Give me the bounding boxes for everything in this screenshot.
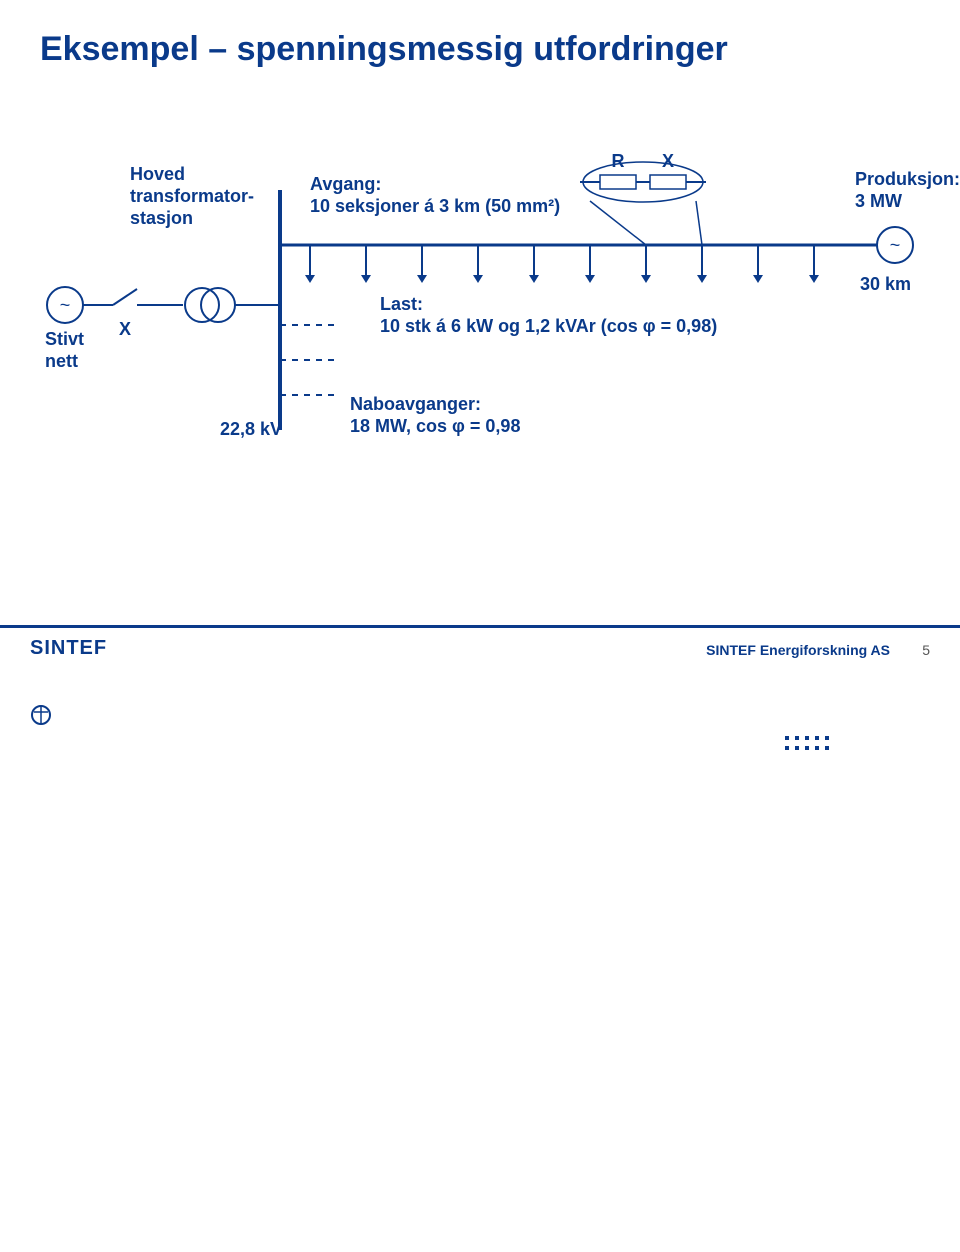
- svg-text:X: X: [119, 319, 131, 339]
- footer-bar: SINTEF SINTEF Energiforskning AS 5: [0, 625, 960, 668]
- svg-text:Naboavganger:: Naboavganger:: [350, 394, 481, 414]
- svg-text:22,8 kV: 22,8 kV: [220, 419, 282, 439]
- footer-page-number: 5: [922, 642, 930, 658]
- svg-text:10 stk á 6 kW og 1,2 kVAr (cos: 10 stk á 6 kW og 1,2 kVAr (cos φ = 0,98): [380, 316, 717, 336]
- footer-brand: SINTEF Energiforskning AS: [706, 642, 890, 658]
- slide-title: Eksempel – spenningsmessig utfordringer: [40, 30, 728, 69]
- svg-text:30 km: 30 km: [860, 274, 911, 294]
- svg-text:nett: nett: [45, 351, 78, 371]
- svg-text:3 MW: 3 MW: [855, 191, 902, 211]
- svg-text:stasjon: stasjon: [130, 208, 193, 228]
- svg-text:Avgang:: Avgang:: [310, 174, 381, 194]
- svg-text:18 MW, cos φ = 0,98: 18 MW, cos φ = 0,98: [350, 416, 520, 436]
- svg-text:X: X: [662, 151, 674, 171]
- footer-logo: SINTEF: [30, 634, 107, 662]
- diagram: ~ ~ R X Hovedtransformator-stasjon Stivtnett X…: [0, 70, 960, 590]
- svg-text:Produksjon:: Produksjon:: [855, 169, 960, 189]
- svg-text:10 seksjoner á 3 km (50 mm²): 10 seksjoner á 3 km (50 mm²): [310, 196, 560, 216]
- svg-text:~: ~: [890, 235, 901, 255]
- svg-text:Stivt: Stivt: [45, 329, 84, 349]
- svg-text:~: ~: [60, 295, 71, 315]
- svg-text:R: R: [612, 151, 625, 171]
- svg-text:Hoved: Hoved: [130, 164, 185, 184]
- footer-logo-text: SINTEF: [30, 637, 107, 660]
- svg-text:transformator-: transformator-: [130, 186, 254, 206]
- svg-text:Last:: Last:: [380, 294, 423, 314]
